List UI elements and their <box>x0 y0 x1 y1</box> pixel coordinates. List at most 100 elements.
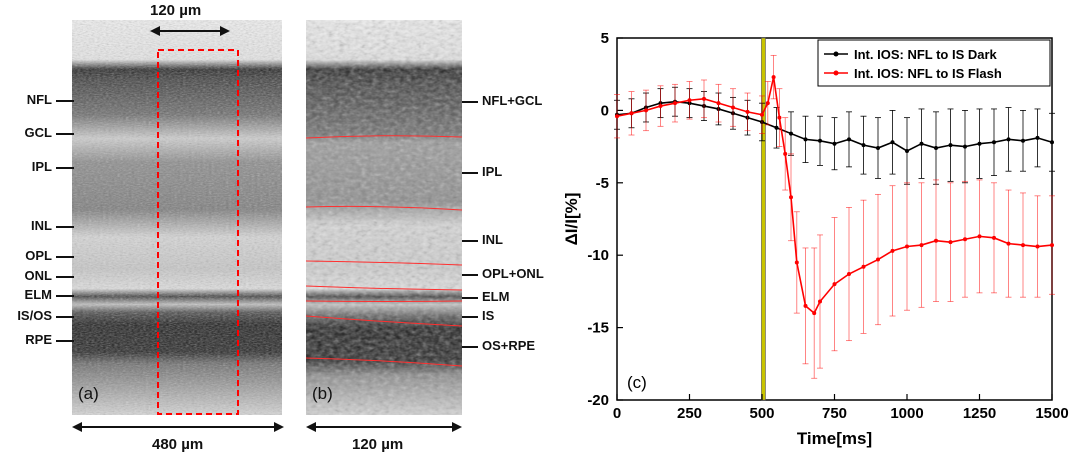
data-point <box>1006 241 1011 246</box>
panel-c-tag: (c) <box>627 373 647 392</box>
data-point <box>783 151 788 156</box>
layer-b-label: IPL <box>482 164 503 179</box>
layer-a-tick <box>56 226 74 228</box>
data-point <box>948 240 953 245</box>
x-axis-label: Time[ms] <box>797 429 872 448</box>
data-point <box>658 104 663 109</box>
data-point <box>789 195 793 200</box>
panel-b-tag: (b) <box>312 384 333 403</box>
layer-a-label: OPL <box>25 248 52 263</box>
data-point <box>1035 244 1040 249</box>
data-point <box>760 112 764 117</box>
oct-image-b: (b) <box>306 20 462 415</box>
layer-a-tick <box>56 167 74 169</box>
oct-image-a: (a) <box>72 20 282 415</box>
data-point <box>812 311 817 316</box>
y-tick-label: -5 <box>596 175 609 192</box>
y-tick-label: 5 <box>601 30 609 47</box>
y-axis-label: ΔI/I[%] <box>562 193 581 246</box>
layer-b-label: NFL+GCL <box>482 93 543 108</box>
layer-b-tick <box>462 101 478 103</box>
data-point <box>861 264 866 269</box>
data-point <box>745 109 750 114</box>
data-point <box>1021 243 1025 248</box>
data-point <box>644 108 648 113</box>
layer-a-tick <box>56 316 74 318</box>
x-tick-label: 0 <box>613 405 621 422</box>
x-tick-label: 1000 <box>890 405 923 422</box>
top-scale-arrow <box>150 26 230 36</box>
layer-b-label: ELM <box>482 289 510 304</box>
layer-b-label: IS <box>482 308 495 323</box>
oct-image-b-render <box>306 20 462 415</box>
bottom-scale-b: 120 µm <box>352 436 404 453</box>
layer-a-tick <box>56 295 74 297</box>
bottom-scale-a: 480 µm <box>152 436 204 453</box>
legend-label: Int. IOS: NFL to IS Flash <box>854 66 1002 81</box>
boundary-line <box>306 357 462 367</box>
ios-chart: 0 250 500 750 1000 1250 1500 5 0 -5 -10 -15 -20 Time[… <box>562 30 1069 448</box>
layer-a-tick <box>56 340 74 342</box>
legend-marker <box>833 51 839 57</box>
data-point <box>832 141 837 146</box>
data-point <box>992 235 996 240</box>
layer-a-label: ELM <box>24 287 52 302</box>
y-tick-label: -15 <box>587 320 609 337</box>
layer-b-tick <box>462 172 478 174</box>
legend-marker <box>833 70 839 76</box>
data-point <box>905 244 909 249</box>
x-tick-label: 1500 <box>1035 405 1068 422</box>
y-tick-label: -20 <box>587 392 609 409</box>
data-point <box>789 131 793 136</box>
data-point <box>774 125 779 130</box>
data-point <box>818 138 822 143</box>
data-point <box>673 101 677 106</box>
layer-a-tick <box>56 276 74 278</box>
data-point <box>777 115 782 120</box>
data-point <box>794 260 799 265</box>
layer-b-tick <box>462 316 478 318</box>
data-point <box>702 96 706 101</box>
data-point <box>832 282 837 287</box>
layer-b-tick <box>462 346 478 348</box>
layer-a-tick <box>56 256 74 258</box>
data-point <box>687 98 692 103</box>
layer-b-label: OPL+ONL <box>482 266 544 281</box>
layer-b-label: INL <box>482 232 503 247</box>
data-point <box>629 111 634 116</box>
y-tick-label: -10 <box>587 247 609 264</box>
data-point <box>1050 140 1054 145</box>
layer-a-label: IPL <box>31 159 52 174</box>
data-point <box>861 143 866 148</box>
boundary-line <box>306 260 462 266</box>
data-point <box>1021 138 1025 143</box>
layer-a-label: GCL <box>24 125 52 140</box>
roi-box <box>157 49 239 415</box>
boundary-line <box>306 205 462 211</box>
boundary-line <box>306 315 462 327</box>
data-point <box>803 137 808 142</box>
layer-a-label: RPE <box>25 332 52 347</box>
bottom-scale-a-arrow <box>72 422 284 432</box>
data-point <box>876 146 880 151</box>
x-tick-label: 500 <box>749 405 774 422</box>
data-point <box>765 101 770 106</box>
series-line <box>616 76 1053 315</box>
layer-a-tick <box>56 133 74 135</box>
data-point <box>890 248 895 253</box>
data-point <box>919 141 924 146</box>
legend-label: Int. IOS: NFL to IS Dark <box>854 47 998 62</box>
data-point <box>1006 137 1011 142</box>
layer-a-label: NFL <box>26 92 52 107</box>
series-1 <box>614 54 1055 379</box>
data-point <box>615 114 619 119</box>
layer-b-tick <box>462 274 478 276</box>
data-point <box>977 234 982 239</box>
data-point <box>771 75 776 80</box>
data-point <box>716 101 721 106</box>
stimulus-marker <box>761 37 766 401</box>
panel-a-tag: (a) <box>78 384 99 403</box>
boundary-line <box>306 285 462 291</box>
data-point <box>963 237 967 242</box>
top-scale-a: 120 µm <box>150 2 202 19</box>
